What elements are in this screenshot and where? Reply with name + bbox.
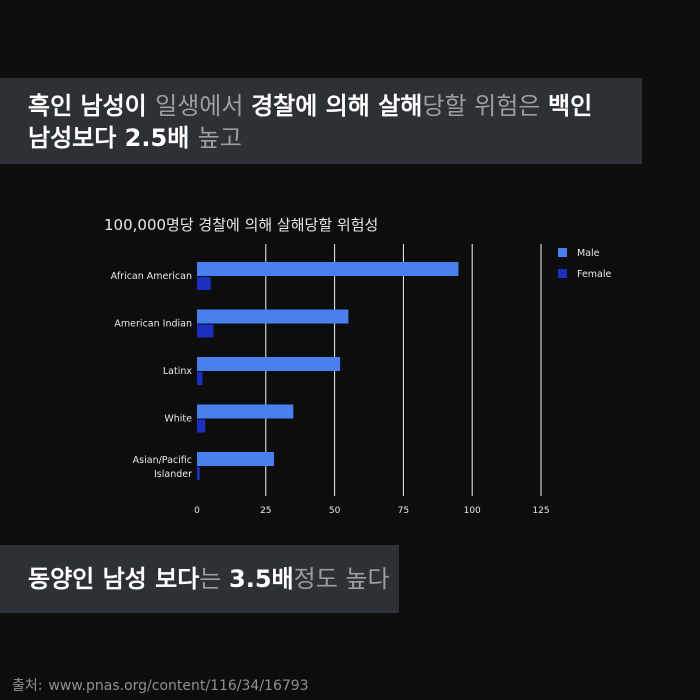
bar-female bbox=[197, 467, 200, 480]
headline-line-1: 흑인 남성이 일생에서 경찰에 의해 살해당할 위험은 백인 bbox=[28, 90, 642, 122]
bar-male bbox=[197, 357, 341, 371]
category-label: African American bbox=[111, 271, 192, 282]
headline-segment: 남성보다 2.5배 bbox=[28, 124, 198, 152]
x-tick-label: 100 bbox=[464, 506, 481, 516]
x-tick-label: 50 bbox=[329, 506, 341, 516]
headline-segment: 는 bbox=[199, 565, 229, 593]
bar-male bbox=[197, 262, 459, 276]
source-url[interactable]: www.pnas.org/content/116/34/16793 bbox=[48, 678, 309, 694]
headline-segment: 경찰에 의해 살해 bbox=[251, 92, 423, 120]
category-labels: African American American Indian Latinx Whi… bbox=[111, 271, 193, 480]
bar-male bbox=[197, 309, 349, 324]
legend-label: Male bbox=[577, 248, 600, 259]
bar-female bbox=[197, 372, 203, 385]
headline-segment: 정도 높다 bbox=[293, 565, 390, 593]
x-tick-label: 75 bbox=[398, 506, 409, 516]
bar-female bbox=[197, 324, 214, 338]
category-label: Latinx bbox=[163, 366, 192, 377]
legend-swatch bbox=[558, 248, 567, 257]
headline-segment: 당할 위험은 bbox=[422, 92, 549, 120]
chart-title: 100,000명당 경찰에 의해 살해당할 위험성 bbox=[104, 216, 378, 234]
bar-female bbox=[197, 419, 206, 433]
subheadline: 동양인 남성 보다는 3.5배정도 높다 bbox=[28, 563, 399, 595]
bar-male bbox=[197, 452, 275, 466]
bar-female bbox=[197, 277, 211, 290]
legend-label: Female bbox=[577, 269, 612, 280]
headline-segment: 흑인 남성이 bbox=[28, 92, 156, 120]
headline-segment: 3.5배 bbox=[229, 565, 294, 593]
bars bbox=[197, 262, 459, 480]
headline-segment: 백인 bbox=[548, 92, 593, 120]
bar-male bbox=[197, 404, 294, 419]
headline-line-2: 남성보다 2.5배 높고 bbox=[28, 122, 642, 154]
category-label: American Indian bbox=[114, 319, 192, 330]
subheadline-banner: 동양인 남성 보다는 3.5배정도 높다 bbox=[0, 545, 399, 613]
legend: Male Female bbox=[558, 248, 612, 280]
source-citation: 출처: www.pnas.org/content/116/34/16793 bbox=[12, 675, 309, 695]
headline-segment: 동양인 남성 보다 bbox=[28, 565, 200, 593]
x-tick-label: 125 bbox=[532, 506, 549, 516]
x-axis-ticks: 0 25 50 75 100 125 bbox=[194, 506, 549, 516]
x-tick-label: 25 bbox=[260, 506, 271, 516]
headline-banner: 흑인 남성이 일생에서 경찰에 의해 살해당할 위험은 백인 남성보다 2.5배… bbox=[0, 78, 642, 164]
x-tick-label: 0 bbox=[194, 506, 200, 516]
category-label: Asian/Pacific Islander bbox=[133, 455, 192, 480]
source-label: 출처: bbox=[12, 678, 43, 694]
legend-swatch bbox=[558, 269, 567, 278]
headline-segment: 일생에서 bbox=[155, 92, 252, 120]
category-label: White bbox=[164, 414, 192, 425]
headline-segment: 높고 bbox=[197, 124, 242, 152]
